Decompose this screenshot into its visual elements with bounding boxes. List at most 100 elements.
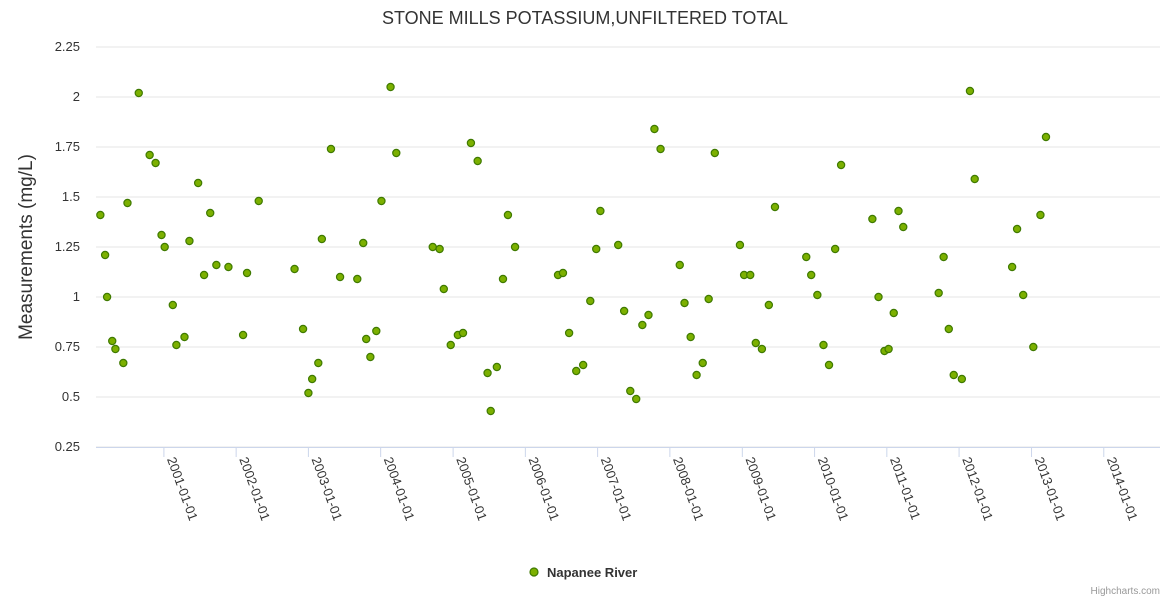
data-point[interactable] [970,174,979,184]
data-point[interactable] [757,344,767,354]
data-point[interactable] [572,366,581,376]
data-point[interactable] [119,358,128,368]
data-point[interactable] [100,250,110,260]
data-point[interactable] [830,244,840,254]
data-point[interactable] [180,332,189,342]
data-point[interactable] [377,196,386,206]
data-point[interactable] [111,344,120,354]
data-point[interactable] [735,240,745,250]
data-point[interactable] [807,270,816,280]
data-point[interactable] [626,386,635,396]
data-point[interactable] [372,326,381,336]
data-point[interactable] [102,292,112,302]
data-point[interactable] [698,358,707,368]
data-point[interactable] [326,144,336,154]
data-point[interactable] [934,288,943,298]
data-point[interactable] [386,82,395,92]
data-point[interactable] [199,270,209,280]
data-point[interactable] [224,262,233,272]
data-point[interactable] [483,368,492,378]
legend-label[interactable]: Napanee River [547,565,637,580]
data-point[interactable] [1029,342,1038,352]
data-point[interactable] [498,274,508,284]
data-point[interactable] [884,344,893,354]
data-point[interactable] [619,306,629,316]
data-point[interactable] [564,328,574,338]
data-point[interactable] [134,88,143,98]
data-point[interactable] [632,394,641,404]
data-point[interactable] [899,222,908,232]
data-point[interactable] [307,374,317,384]
data-point[interactable] [510,242,520,252]
data-point[interactable] [96,210,105,220]
data-point[interactable] [656,144,665,154]
data-point[interactable] [614,240,623,250]
data-point[interactable] [592,244,601,254]
data-point[interactable] [304,388,313,398]
data-point[interactable] [944,324,953,334]
data-point[interactable] [435,244,444,254]
data-point[interactable] [692,370,701,380]
data-point[interactable] [680,298,689,308]
data-point[interactable] [965,86,975,96]
data-point[interactable] [650,124,659,134]
data-point[interactable] [558,268,568,278]
data-point[interactable] [359,238,368,248]
data-point[interactable] [458,328,468,338]
data-point[interactable] [644,310,653,320]
data-point[interactable] [168,300,178,310]
data-point[interactable] [206,208,215,218]
data-point[interactable] [446,340,455,350]
data-point[interactable] [185,236,194,246]
data-point[interactable] [596,206,605,216]
data-point[interactable] [503,210,513,220]
data-point[interactable] [586,296,595,306]
data-point[interactable] [172,340,181,350]
data-point[interactable] [145,150,154,160]
data-point[interactable] [439,284,449,294]
data-point[interactable] [1041,132,1051,142]
data-point[interactable] [353,274,362,284]
data-point[interactable] [704,294,713,304]
data-point[interactable] [638,320,647,330]
data-point[interactable] [335,272,345,282]
data-point[interactable] [428,242,437,252]
data-point[interactable] [764,300,774,310]
data-point[interactable] [298,324,308,334]
data-point[interactable] [957,374,967,384]
data-point[interactable] [473,156,482,166]
data-point[interactable] [939,252,948,262]
data-point[interactable] [362,334,371,344]
data-point[interactable] [868,214,877,224]
data-point[interactable] [802,252,811,262]
data-point[interactable] [160,242,169,252]
data-point[interactable] [1007,262,1017,272]
data-point[interactable] [486,406,495,416]
data-point[interactable] [675,260,684,270]
data-point[interactable] [894,206,903,216]
data-point[interactable] [824,360,834,370]
data-point[interactable] [710,148,720,158]
credits-link[interactable]: Highcharts.com [1091,586,1160,597]
data-point[interactable] [193,178,203,188]
data-point[interactable] [392,148,401,158]
data-point[interactable] [157,230,166,240]
data-point[interactable] [578,360,588,370]
data-point[interactable] [836,160,846,170]
data-point[interactable] [317,234,327,244]
data-point[interactable] [492,362,502,372]
data-point[interactable] [889,308,898,318]
data-point[interactable] [813,290,822,300]
data-point[interactable] [1019,290,1028,300]
data-point[interactable] [819,340,828,350]
data-point[interactable] [254,196,263,206]
data-point[interactable] [746,270,755,280]
data-point[interactable] [1012,224,1022,234]
legend[interactable]: Napanee River [529,565,637,580]
data-point[interactable] [751,338,760,348]
data-point[interactable] [151,158,160,168]
data-point[interactable] [314,358,323,368]
data-point[interactable] [686,332,695,342]
data-point[interactable] [290,264,299,274]
data-point[interactable] [949,370,958,380]
